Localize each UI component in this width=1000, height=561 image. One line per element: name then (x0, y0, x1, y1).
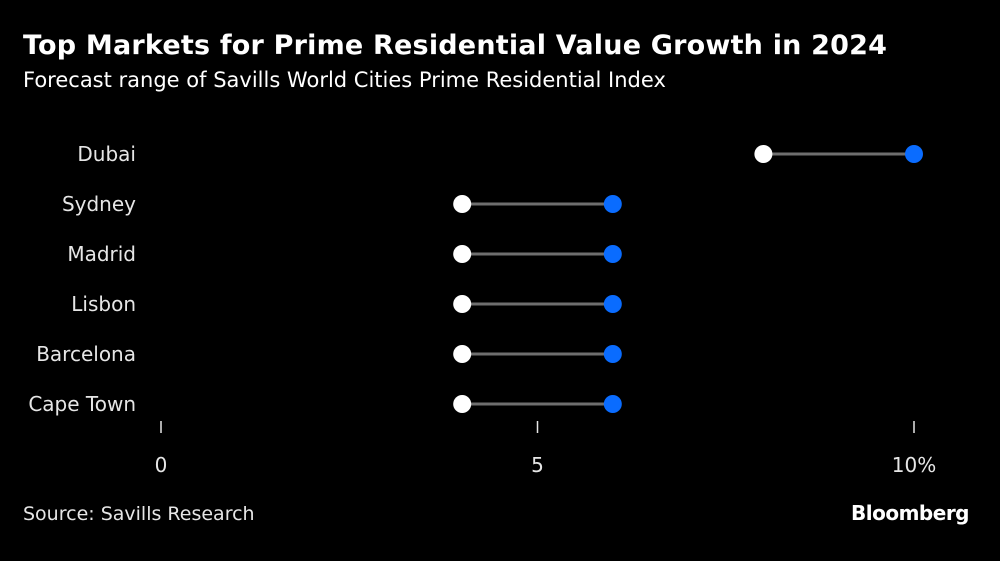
high-point (905, 145, 923, 163)
low-point (453, 295, 472, 313)
chart-title: Top Markets for Prime Residential Value … (23, 30, 888, 61)
high-point (603, 395, 622, 413)
low-point (453, 245, 472, 263)
high-point (603, 245, 622, 263)
high-point (603, 195, 622, 213)
high-point (603, 295, 622, 313)
category-label: Barcelona (36, 342, 136, 366)
category-label: Lisbon (71, 292, 136, 316)
category-label: Sydney (62, 192, 136, 216)
x-tick-label: 5 (531, 453, 544, 477)
low-point (453, 195, 472, 213)
high-point (603, 345, 622, 363)
low-point (453, 345, 472, 363)
x-tick-label: 0 (155, 453, 168, 477)
chart-subtitle: Forecast range of Savills World Cities P… (23, 68, 666, 92)
category-label: Madrid (67, 242, 136, 266)
category-label: Cape Town (28, 392, 136, 416)
source-note: Source: Savills Research (23, 503, 255, 525)
category-label: Dubai (77, 142, 136, 166)
bloomberg-logo: Bloomberg (851, 501, 969, 525)
low-point (453, 395, 472, 413)
low-point (754, 145, 773, 163)
x-tick-label: 10% (892, 453, 936, 477)
